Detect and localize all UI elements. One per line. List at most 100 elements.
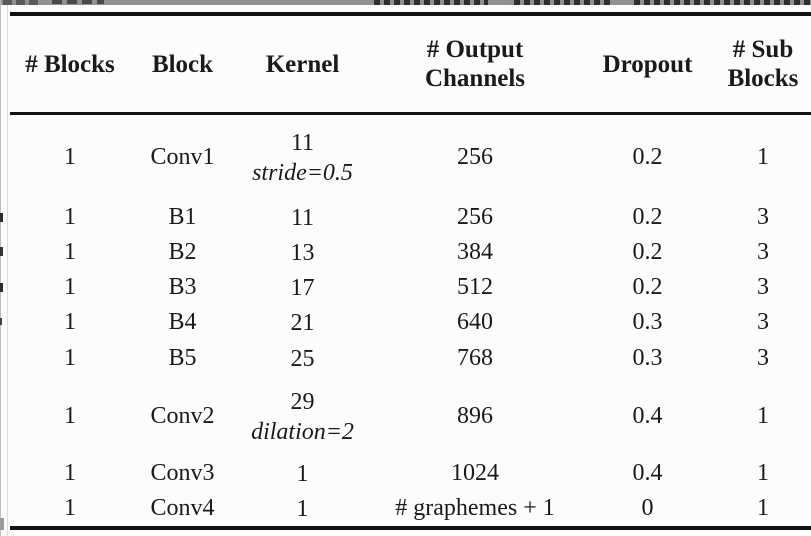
glyph-fragment-artifact <box>0 518 4 530</box>
cell-block: Conv3 <box>150 460 215 486</box>
glyph-fragment-artifact <box>52 0 104 4</box>
table-row: 1 B1 11 256 0.2 3 <box>10 200 811 235</box>
cell-sub-blocks: 3 <box>757 239 769 265</box>
table-header-row: # Blocks Block Kernel # Output Channels … <box>10 16 811 112</box>
cell-output-channels: 1024 <box>451 460 499 486</box>
cell-dropout: 0.4 <box>632 403 663 429</box>
table-row: 1 B2 13 384 0.2 3 <box>10 235 811 270</box>
page-edge-artifact-top <box>0 0 811 5</box>
cell-kernel: 21 <box>235 305 370 340</box>
cell-output-channels: 768 <box>457 345 493 371</box>
cell-sub-blocks: 3 <box>757 274 769 300</box>
cell-dropout: 0.2 <box>632 204 663 230</box>
cell-kernel: 11 <box>235 200 370 235</box>
kernel-value: 17 <box>290 274 315 301</box>
cell-kernel: 1 <box>235 491 370 526</box>
cell-block: B2 <box>168 239 197 265</box>
cell-num-blocks: 1 <box>64 309 76 335</box>
scan-fold-line <box>7 5 8 536</box>
cell-kernel: 1 <box>235 456 370 491</box>
cell-output-channels: 256 <box>457 144 493 170</box>
header-label-line: # Output <box>426 36 524 63</box>
header-label-line: Channels <box>424 65 526 92</box>
cell-num-blocks: 1 <box>64 239 76 265</box>
kernel-value: 1 <box>296 460 309 487</box>
cell-dropout: 0 <box>641 495 654 521</box>
cell-sub-blocks: 3 <box>757 309 769 335</box>
cell-sub-blocks: 3 <box>757 345 769 371</box>
col-header-num-blocks: # Blocks <box>10 50 130 79</box>
glyph-fragment-artifact <box>0 213 3 222</box>
cell-output-channels: 512 <box>457 274 493 300</box>
cell-sub-blocks: 1 <box>757 403 769 429</box>
table-row: 1 B4 21 640 0.3 3 <box>10 305 811 340</box>
cell-num-blocks: 1 <box>64 403 76 429</box>
kernel-value: 1 <box>296 495 309 522</box>
header-label-line: Kernel <box>265 50 340 78</box>
table-row: 1 Conv2 29 dilation=2 896 0.4 1 <box>10 377 811 456</box>
cell-num-blocks: 1 <box>64 204 76 230</box>
cell-num-blocks: 1 <box>64 144 76 170</box>
glyph-fragment-artifact <box>3 0 41 5</box>
cell-dropout: 0.4 <box>632 460 663 486</box>
cell-block: Conv4 <box>150 495 215 521</box>
glyph-fragment-artifact <box>0 283 3 292</box>
cell-block: B1 <box>168 204 197 230</box>
kernel-note: dilation=2 <box>251 418 354 445</box>
cell-kernel: 11 stride=0.5 <box>235 115 370 200</box>
cell-output-channels: 384 <box>457 239 493 265</box>
cell-num-blocks: 1 <box>64 460 76 486</box>
cell-sub-blocks: 1 <box>757 460 769 486</box>
page-edge-artifact-left <box>0 0 1 536</box>
kernel-value: 11 <box>290 204 315 231</box>
kernel-value: 11 <box>290 129 315 156</box>
cell-dropout: 0.3 <box>632 309 663 335</box>
header-label-line: Block <box>151 50 214 78</box>
kernel-note: stride=0.5 <box>252 159 353 186</box>
cell-output-channels: 256 <box>457 204 493 230</box>
cell-block: Conv1 <box>150 144 215 170</box>
header-label-line: Blocks <box>727 65 799 92</box>
cell-sub-blocks: 3 <box>757 204 769 230</box>
glyph-fragment-artifact <box>0 318 2 325</box>
table-row: 1 Conv4 1 # graphemes + 1 0 1 <box>10 491 811 526</box>
header-label-line: # Sub <box>732 36 794 63</box>
cell-dropout: 0.2 <box>632 144 663 170</box>
glyph-fragment-gap <box>612 0 632 5</box>
col-header-block: Block <box>130 50 235 79</box>
cell-sub-blocks: 1 <box>757 144 769 170</box>
table-row: 1 B5 25 768 0.3 3 <box>10 340 811 377</box>
cell-block: Conv2 <box>150 403 215 429</box>
table-rule-bottom <box>10 526 811 530</box>
glyph-fragment-gap <box>488 0 510 5</box>
architecture-table: # Blocks Block Kernel # Output Channels … <box>10 12 811 530</box>
col-header-sub-blocks: # Sub Blocks <box>715 35 811 93</box>
col-header-output-channels: # Output Channels <box>370 35 580 93</box>
cell-output-channels: 640 <box>457 309 493 335</box>
col-header-kernel: Kernel <box>235 50 370 79</box>
header-label-line: Dropout <box>602 50 693 78</box>
cell-kernel: 29 dilation=2 <box>235 377 370 456</box>
cell-num-blocks: 1 <box>64 274 76 300</box>
cell-dropout: 0.2 <box>632 274 663 300</box>
cell-kernel: 25 <box>235 340 370 377</box>
cell-kernel: 17 <box>235 270 370 305</box>
table-rule-top <box>10 12 811 16</box>
table-body: 1 Conv1 11 stride=0.5 256 0.2 1 1 B1 11 … <box>10 115 811 526</box>
cell-block: B5 <box>168 345 197 371</box>
glyph-fragment-artifact <box>374 0 811 5</box>
table-rule-header <box>10 112 811 115</box>
cell-num-blocks: 1 <box>64 495 76 521</box>
kernel-value: 25 <box>290 345 315 372</box>
table-row: 1 B3 17 512 0.2 3 <box>10 270 811 305</box>
cell-dropout: 0.3 <box>632 345 663 371</box>
cell-sub-blocks: 1 <box>757 495 769 521</box>
kernel-value: 21 <box>290 309 315 336</box>
cell-output-channels: # graphemes + 1 <box>395 495 555 521</box>
glyph-fragment-artifact <box>0 247 3 256</box>
table-row: 1 Conv1 11 stride=0.5 256 0.2 1 <box>10 115 811 200</box>
kernel-value: 13 <box>290 239 315 266</box>
cell-block: B3 <box>168 274 197 300</box>
table-row: 1 Conv3 1 1024 0.4 1 <box>10 456 811 491</box>
